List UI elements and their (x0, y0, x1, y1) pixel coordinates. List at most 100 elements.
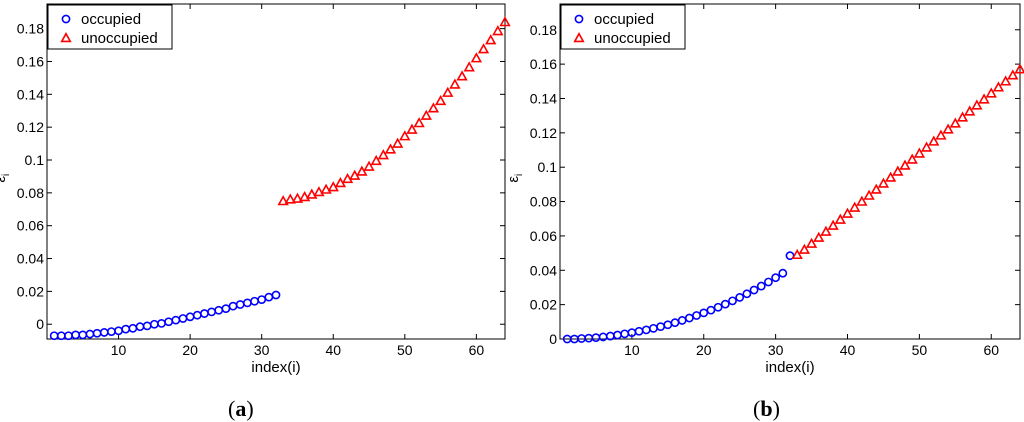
marker-unoccupied (470, 52, 483, 63)
y-tick-label: 0.06 (17, 218, 44, 234)
legend-marker-unoccupied (60, 32, 72, 43)
marker-occupied (706, 305, 716, 315)
marker-occupied (641, 325, 651, 335)
marker-unoccupied (877, 177, 890, 188)
marker-occupied (71, 330, 81, 340)
marker-occupied (756, 281, 766, 291)
marker-unoccupied (492, 25, 504, 36)
y-axis-label-main: ε (505, 176, 522, 183)
marker-unoccupied (456, 70, 468, 81)
marker-occupied (620, 329, 630, 339)
y-tick-label: 0.18 (530, 22, 557, 38)
marker-unoccupied (298, 191, 311, 202)
y-tick-label: 0.08 (530, 194, 557, 210)
marker-occupied (692, 311, 701, 320)
marker-unoccupied (413, 117, 425, 128)
marker-occupied (663, 320, 673, 330)
x-tick-label: 60 (469, 342, 485, 358)
marker-occupied (121, 324, 131, 334)
marker-occupied (649, 323, 658, 333)
marker-occupied (684, 313, 694, 323)
marker-unoccupied (356, 165, 368, 176)
marker-unoccupied (442, 86, 454, 97)
marker-occupied (728, 296, 737, 306)
x-tick-label: 40 (840, 342, 856, 358)
legend-label-unoccupied: unoccupied (81, 30, 158, 47)
marker-occupied (185, 312, 195, 322)
caption-b: (b) (753, 396, 780, 421)
legend-box (560, 4, 686, 50)
marker-occupied (114, 326, 123, 336)
marker-occupied (192, 310, 202, 320)
y-tick-label: 0.16 (17, 53, 44, 69)
marker-occupied (778, 268, 788, 278)
marker-occupied (613, 330, 622, 340)
y-axis-label-sub: i (1, 174, 12, 176)
legend-label-unoccupied: unoccupied (594, 30, 671, 47)
marker-occupied (171, 315, 181, 325)
marker-unoccupied (284, 193, 296, 204)
legend-label-occupied: occupied (594, 11, 654, 28)
marker-occupied (64, 331, 73, 341)
marker-unoccupied (449, 78, 461, 89)
marker-unoccupied (798, 243, 811, 254)
marker-unoccupied (942, 123, 954, 134)
marker-occupied (49, 331, 59, 341)
marker-unoccupied (377, 149, 390, 160)
marker-occupied (107, 327, 116, 337)
marker-unoccupied (820, 225, 832, 236)
legend-marker-occupied (61, 14, 71, 24)
y-tick-label: 0 (549, 331, 557, 347)
marker-occupied (656, 322, 666, 332)
marker-occupied (135, 322, 145, 332)
y-axis-label: εi (505, 174, 525, 183)
y-tick-label: 0.18 (17, 21, 44, 37)
caption-b-letter: b (760, 396, 773, 421)
marker-occupied (214, 305, 224, 315)
panel-b: 10 20 30 40 50 60 0 0.02 0.04 0.06 0.08 0.1 0.12 0.14… (505, 3, 1024, 376)
marker-unoccupied (363, 160, 375, 171)
y-tick-label: 0.16 (530, 56, 557, 72)
marker-unoccupied (985, 87, 997, 98)
marker-unoccupied (391, 137, 404, 148)
plot-frame (559, 3, 1021, 340)
x-tick-label: 50 (912, 342, 928, 358)
y-tick-label: 0.12 (530, 125, 557, 141)
legend-marker-occupied (574, 14, 584, 24)
marker-unoccupied (320, 183, 332, 194)
marker-occupied (149, 319, 159, 329)
legend-label-occupied: occupied (81, 11, 141, 28)
marker-occupied (250, 296, 259, 306)
marker-occupied (764, 277, 773, 287)
marker-occupied (178, 314, 188, 323)
marker-unoccupied (384, 143, 397, 154)
marker-unoccupied (306, 188, 318, 199)
marker-occupied (78, 330, 88, 340)
x-tick-label: 60 (983, 342, 999, 358)
marker-unoccupied (477, 43, 490, 54)
marker-occupied (749, 285, 759, 295)
marker-unoccupied (291, 192, 304, 203)
marker-unoccupied (805, 237, 818, 248)
marker-unoccupied (463, 61, 475, 72)
marker-occupied (85, 329, 95, 339)
y-tick-label: 0.04 (17, 251, 44, 267)
y-tick-label: 0 (36, 316, 44, 332)
marker-occupied (591, 333, 601, 343)
y-tick-label: 0.14 (17, 86, 44, 102)
marker-unoccupied (928, 135, 940, 146)
marker-unoccupied (949, 117, 961, 128)
y-axis-label-sub: i (514, 174, 525, 176)
marker-unoccupied (370, 154, 382, 166)
x-axis-label: index(i) (765, 359, 814, 376)
marker-occupied (584, 333, 594, 343)
marker-unoccupied (399, 130, 411, 141)
marker-unoccupied (999, 75, 1012, 86)
marker-unoccupied (863, 189, 875, 200)
marker-occupied (164, 317, 174, 327)
y-tick-label: 0.02 (17, 283, 44, 299)
x-tick-label: 40 (325, 342, 341, 358)
y-axis-label-main: ε (0, 176, 9, 183)
marker-unoccupied (870, 183, 882, 194)
marker-unoccupied (427, 102, 440, 113)
